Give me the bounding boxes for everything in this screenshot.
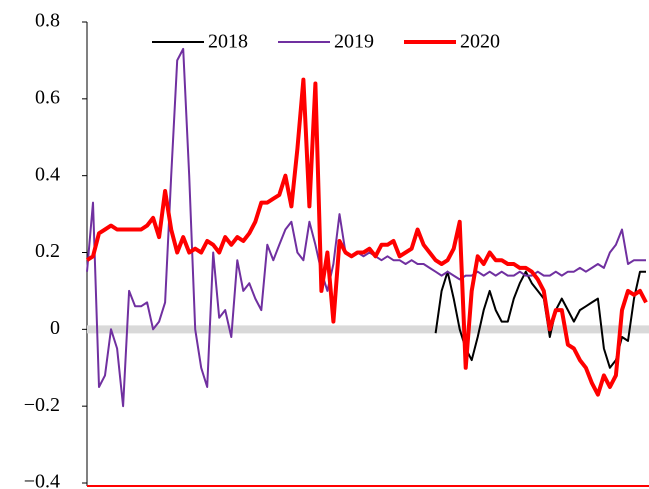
data-line [86, 47, 646, 408]
y-tick-label: −0.4 [24, 471, 60, 489]
data-line [434, 270, 646, 369]
legend-label: 2018 [208, 31, 248, 53]
y-tick-label: 0.6 [35, 86, 60, 108]
data-line [85, 77, 648, 397]
y-tick-label: 0.2 [35, 240, 60, 262]
legend-label: 2020 [460, 31, 500, 53]
y-tick-label: 0 [50, 317, 60, 339]
legend-item: 2019 [278, 31, 374, 53]
legend-item: 2020 [404, 31, 500, 53]
y-tick-label: 0.4 [35, 163, 60, 185]
y-tick-label: 0.8 [35, 10, 60, 32]
legend-label: 2019 [334, 31, 374, 53]
y-tick-label: −0.2 [24, 394, 60, 416]
legend-item: 2018 [152, 31, 248, 53]
